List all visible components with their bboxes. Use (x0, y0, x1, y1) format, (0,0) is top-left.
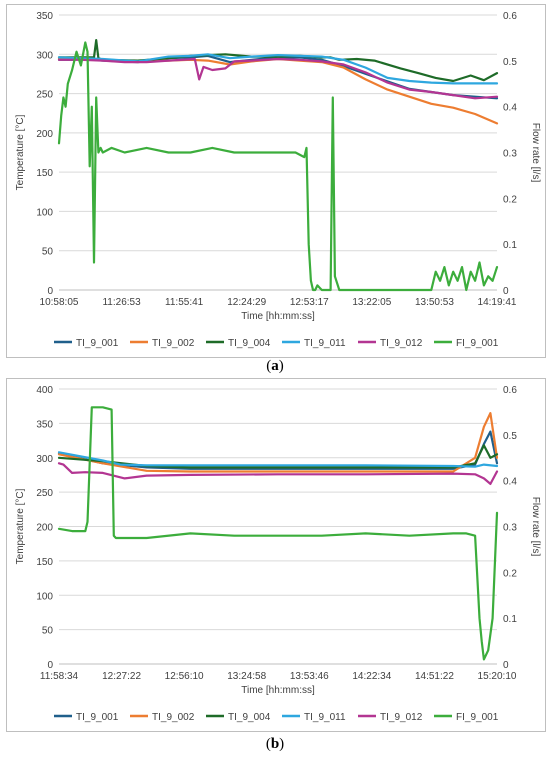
y2-tick-label: 0.2 (503, 194, 517, 205)
chart-a: 0 50 100 150 200 250 300 350 0 0.1 0.2 0.3 0.4 0.5 0.6… (15, 11, 541, 349)
y2-tick-label: 0.4 (503, 477, 517, 488)
y-tick-label: 400 (36, 385, 53, 396)
y2-tick-label: 0.5 (503, 431, 517, 442)
caption-a: (a) (266, 358, 284, 374)
legend-label: TI_9_012 (380, 712, 423, 723)
y-tick-label: 150 (36, 168, 53, 179)
legend-label: FI_9_001 (456, 712, 499, 723)
legend-label: TI_9_002 (152, 338, 195, 349)
y2-tick-label: 0.2 (503, 568, 517, 579)
caption-b-letter: b (270, 736, 280, 752)
y-tick-label: 300 (36, 454, 53, 465)
x-tick-label: 13:22:05 (352, 297, 391, 308)
x-tick-label: 12:53:17 (290, 297, 329, 308)
y-tick-label: 350 (36, 419, 53, 430)
legend-label: TI_9_012 (380, 338, 423, 349)
y-tick-label: 200 (36, 523, 53, 534)
legend-label: TI_9_011 (304, 338, 346, 349)
x-axis-title: Time [hh:mm:ss] (241, 311, 315, 322)
y-tick-label: 300 (36, 50, 53, 61)
series-line-fi_9_001 (57, 41, 499, 292)
y-tick-label: 350 (36, 11, 53, 22)
y2-axis-title: Flow rate [l/s] (530, 123, 541, 183)
chart-panel-a: 0 50 100 150 200 250 300 350 0 0.1 0.2 0.3 0.4 0.5 0.6… (6, 4, 546, 358)
y2-tick-label: 0.5 (503, 57, 517, 68)
chart-panel-b: 0 50 100 150 200 250 300 350 400 0 0.1 0.2 0.3 0.4 0.5… (6, 378, 546, 732)
y-tick-label: 150 (36, 557, 53, 568)
x-tick-label: 11:58:34 (40, 671, 79, 682)
y-tick-label: 200 (36, 129, 53, 140)
legend-label: FI_9_001 (456, 338, 499, 349)
y-tick-label: 100 (36, 207, 53, 218)
x-tick-label: 12:24:29 (227, 297, 266, 308)
series-line-ti_9_002 (57, 57, 499, 125)
y2-tick-label: 0.1 (503, 614, 517, 625)
legend-label: TI_9_001 (76, 712, 119, 723)
caption-b: (b) (265, 736, 285, 752)
series-line-fi_9_001 (57, 406, 499, 661)
x-tick-label: 12:27:22 (102, 671, 141, 682)
series-line-ti_9_011 (57, 53, 499, 85)
legend-label: TI_9_002 (152, 712, 195, 723)
y2-tick-label: 0.6 (503, 385, 517, 396)
x-tick-label: 14:51:22 (415, 671, 454, 682)
y-tick-label: 50 (42, 247, 54, 258)
y-tick-label: 0 (47, 660, 53, 671)
y-axis-title: Temperature [°C] (15, 488, 26, 564)
y-tick-label: 250 (36, 90, 53, 101)
legend-label: TI_9_001 (76, 338, 119, 349)
y-tick-label: 50 (42, 626, 54, 637)
series-line-ti_9_012 (57, 57, 499, 100)
x-tick-label: 13:24:58 (227, 671, 266, 682)
series-line-ti_9_002 (57, 411, 499, 473)
y2-tick-label: 0 (503, 660, 509, 671)
x-tick-label: 12:56:10 (165, 671, 204, 682)
y2-axis-title: Flow rate [l/s] (530, 497, 541, 557)
x-tick-label: 10:58:05 (40, 297, 79, 308)
series-line-ti_9_012 (57, 462, 499, 486)
y-tick-label: 0 (47, 286, 53, 297)
x-tick-label: 14:19:41 (478, 297, 517, 308)
x-tick-label: 11:26:53 (102, 297, 141, 308)
x-tick-label: 11:55:41 (165, 297, 204, 308)
y2-tick-label: 0.3 (503, 149, 517, 160)
y-tick-label: 250 (36, 488, 53, 499)
chart-b: 0 50 100 150 200 250 300 350 400 0 0.1 0.2 0.3 0.4 0.5… (15, 385, 541, 723)
x-axis-title: Time [hh:mm:ss] (241, 685, 315, 696)
y-axis-title: Temperature [°C] (15, 114, 26, 190)
legend-label: TI_9_004 (228, 712, 271, 723)
y2-tick-label: 0 (503, 286, 509, 297)
series-line-ti_9_001 (57, 430, 499, 470)
series-line-ti_9_011 (57, 451, 499, 468)
x-tick-label: 13:53:46 (290, 671, 329, 682)
x-tick-label: 13:50:53 (415, 297, 454, 308)
x-tick-label: 15:20:10 (478, 671, 517, 682)
caption-a-letter: a (271, 358, 279, 374)
y-tick-label: 100 (36, 591, 53, 602)
legend-label: TI_9_004 (228, 338, 271, 349)
y2-tick-label: 0.3 (503, 523, 517, 534)
y2-tick-label: 0.1 (503, 240, 517, 251)
y2-tick-label: 0.6 (503, 11, 517, 22)
legend-label: TI_9_011 (304, 712, 346, 723)
y2-tick-label: 0.4 (503, 103, 517, 114)
x-tick-label: 14:22:34 (352, 671, 391, 682)
